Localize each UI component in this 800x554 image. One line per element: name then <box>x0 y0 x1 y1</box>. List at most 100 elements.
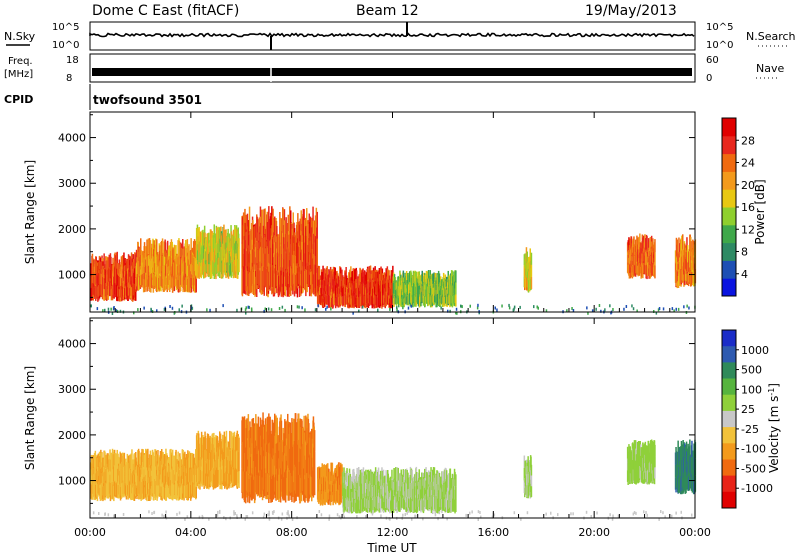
echo-cell <box>268 206 270 235</box>
echo-cell <box>161 449 163 465</box>
echo-cell <box>236 430 239 451</box>
noise-cell <box>587 311 589 315</box>
echo-cell <box>221 434 224 451</box>
noise-cell <box>171 306 174 310</box>
echo-cell <box>256 218 259 241</box>
echo-cell <box>217 226 219 244</box>
echo-cell <box>639 233 641 247</box>
echo-cell <box>314 215 317 240</box>
echo-cell <box>92 258 94 271</box>
nsky-line <box>89 32 695 38</box>
noise-cell <box>245 306 247 310</box>
echo-cell <box>334 493 337 505</box>
echo-cell <box>637 237 639 250</box>
noise-cell <box>267 307 270 311</box>
echo-cell <box>155 238 157 256</box>
echo-cell <box>319 468 321 479</box>
echo-cell <box>323 297 325 308</box>
echo-cell <box>684 243 686 258</box>
noise-cell <box>636 309 638 313</box>
noise-cell <box>301 306 303 310</box>
echo-cell <box>372 267 375 280</box>
station-title: Dome C East (fitACF) <box>92 3 239 19</box>
echo-cell <box>402 270 405 283</box>
echo-cell <box>629 238 631 252</box>
nave-tick-lo: 0 <box>706 73 712 84</box>
echo-cell <box>148 454 151 468</box>
echo-cell <box>686 237 688 253</box>
velocity-echoes <box>90 412 697 521</box>
echo-cell <box>529 248 531 262</box>
y-tick-label: 4000 <box>58 132 86 145</box>
echo-cell <box>138 247 141 261</box>
echo-cell <box>640 243 642 255</box>
noise-cell <box>250 307 253 311</box>
echo-cell <box>218 227 221 243</box>
echo-cell <box>313 473 316 496</box>
echo-cell <box>261 210 264 238</box>
power-colorbar-segment <box>722 278 736 297</box>
echo-cell <box>182 239 184 256</box>
echo-cell <box>120 256 123 272</box>
echo-cell <box>415 271 418 283</box>
noise-cell <box>352 311 354 315</box>
echo-cell <box>305 415 307 443</box>
echo-cell <box>92 289 94 301</box>
noise-cell <box>494 306 496 310</box>
echo-cell <box>312 206 314 233</box>
echo-cell <box>321 464 324 479</box>
echo-cell <box>646 236 648 251</box>
echo-cell <box>316 211 318 239</box>
echo-cell <box>299 418 302 447</box>
echo-cell <box>298 430 300 453</box>
echo-cell <box>297 213 299 239</box>
echo-cell <box>405 271 408 282</box>
echo-cell <box>676 239 678 256</box>
echo-cell <box>238 238 240 250</box>
echo-cell <box>123 252 125 267</box>
echo-cell <box>93 259 95 272</box>
echo-cell <box>300 210 302 236</box>
echo-cell <box>368 266 371 280</box>
noise-cell <box>673 309 675 313</box>
noise-cell <box>163 307 166 311</box>
echo-cell <box>119 452 122 469</box>
echo-cell <box>100 453 102 469</box>
noise-cell <box>296 305 299 309</box>
echo-cell <box>118 259 121 274</box>
echo-cell <box>442 272 445 285</box>
echo-cell <box>385 269 388 281</box>
power-colorbar-tick-label: 16 <box>741 201 755 214</box>
echo-cell <box>168 245 170 260</box>
echo-cell <box>362 268 364 280</box>
echo-cell <box>138 450 140 468</box>
echo-cell <box>139 452 141 467</box>
echo-cell <box>129 256 132 271</box>
echo-cell <box>107 257 109 270</box>
echo-cell <box>285 421 287 446</box>
noise-cell <box>536 305 538 309</box>
noise-cell <box>317 304 319 308</box>
echo-cell <box>284 419 286 446</box>
echo-cell <box>162 454 165 469</box>
echo-cell <box>253 427 255 450</box>
echo-cell <box>202 435 204 452</box>
echo-cell <box>146 245 149 260</box>
echo-cell <box>354 269 357 281</box>
echo-cell <box>427 270 430 282</box>
echo-cell <box>654 252 656 266</box>
echo-cell <box>287 214 289 242</box>
echo-cell <box>432 273 434 284</box>
freq-band <box>92 68 692 76</box>
echo-cell <box>530 252 533 265</box>
echo-cell <box>455 282 457 295</box>
echo-cell <box>236 229 238 244</box>
noise-cell <box>206 308 208 312</box>
echo-cell <box>197 228 199 245</box>
noise-cell <box>625 305 628 308</box>
echo-cell <box>164 242 167 257</box>
noise-cell <box>396 308 398 312</box>
noise-cell <box>156 309 158 313</box>
